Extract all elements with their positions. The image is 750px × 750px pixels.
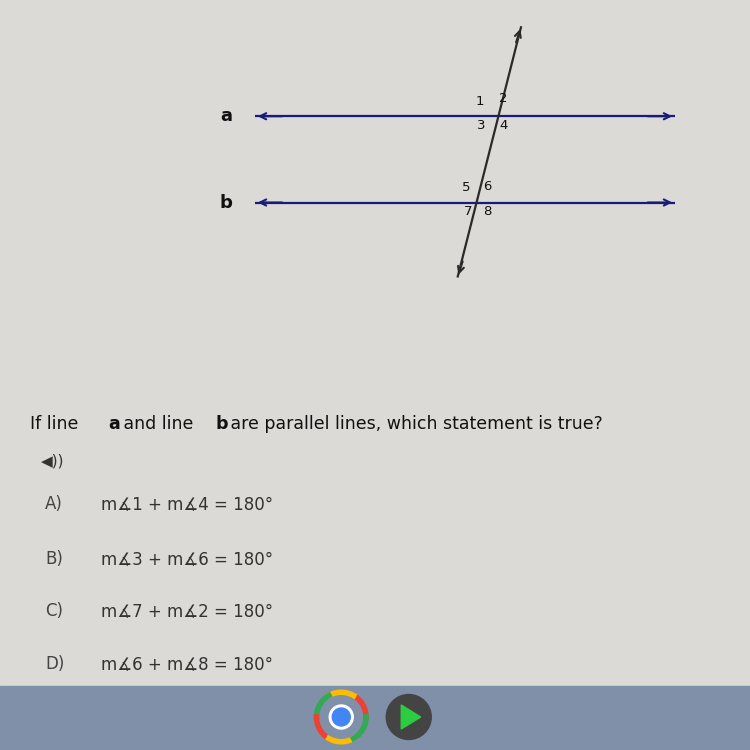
Text: D): D) — [45, 655, 64, 673]
Text: 1: 1 — [476, 94, 484, 108]
Text: and line: and line — [118, 415, 200, 433]
Circle shape — [332, 708, 350, 726]
Text: 6: 6 — [483, 179, 492, 193]
Text: ◀)): ◀)) — [41, 454, 64, 469]
Text: m∡6 + m∡8 = 180°: m∡6 + m∡8 = 180° — [101, 655, 273, 673]
Text: 3: 3 — [477, 118, 486, 132]
Text: m∡7 + m∡2 = 180°: m∡7 + m∡2 = 180° — [101, 602, 273, 620]
Text: A): A) — [45, 495, 63, 513]
Text: a: a — [109, 415, 121, 433]
Text: m∡1 + m∡4 = 180°: m∡1 + m∡4 = 180° — [101, 495, 273, 513]
Text: 8: 8 — [483, 205, 492, 218]
Text: 5: 5 — [462, 181, 471, 194]
Bar — [0, 686, 750, 750]
Text: 2: 2 — [499, 92, 508, 105]
Text: are parallel lines, which statement is true?: are parallel lines, which statement is t… — [225, 415, 603, 433]
Circle shape — [329, 705, 353, 729]
Text: a: a — [220, 107, 232, 125]
Text: 4: 4 — [499, 118, 508, 132]
Text: b: b — [215, 415, 228, 433]
Circle shape — [386, 694, 431, 740]
Text: b: b — [220, 194, 232, 211]
Text: C): C) — [45, 602, 63, 620]
Text: B): B) — [45, 550, 63, 568]
Polygon shape — [401, 705, 421, 729]
Text: If line: If line — [30, 415, 84, 433]
Text: 7: 7 — [464, 205, 472, 218]
Text: m∡3 + m∡6 = 180°: m∡3 + m∡6 = 180° — [101, 550, 273, 568]
